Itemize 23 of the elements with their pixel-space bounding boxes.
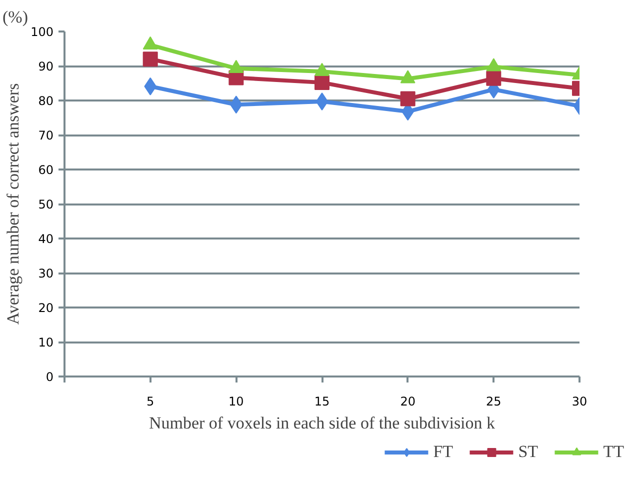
legend-label: ST (518, 442, 538, 462)
legend-label: FT (433, 442, 454, 462)
x-tick-label: 20 (400, 394, 416, 408)
y-tick-label: 60 (38, 163, 54, 177)
y-tick-label: 10 (38, 336, 54, 350)
y-tick-label: 20 (38, 301, 54, 315)
y-tick-label: 50 (38, 198, 54, 212)
x-tick-label: 5 (146, 394, 154, 408)
y-tick-label: 100 (30, 25, 54, 39)
y-tick-label: 30 (38, 266, 54, 280)
legend-label: TT (603, 442, 624, 462)
text: (%) (2, 8, 28, 26)
x-axis-title: Number of voxels in each side of the subdivision k (148, 414, 496, 432)
y-axis-title: Average number of correct answers (4, 83, 23, 325)
x-tick-label: 15 (314, 394, 330, 408)
x-tick-label: 25 (486, 394, 502, 408)
y-tick-label: 70 (38, 128, 54, 142)
y-tick-label: 90 (38, 60, 54, 74)
x-tick-label: 10 (228, 394, 244, 408)
y-tick-label: 0 (46, 370, 54, 384)
y-tick-label: 80 (38, 94, 54, 108)
y-tick-label: 40 (38, 232, 54, 246)
x-tick-label: 30 (572, 394, 588, 408)
